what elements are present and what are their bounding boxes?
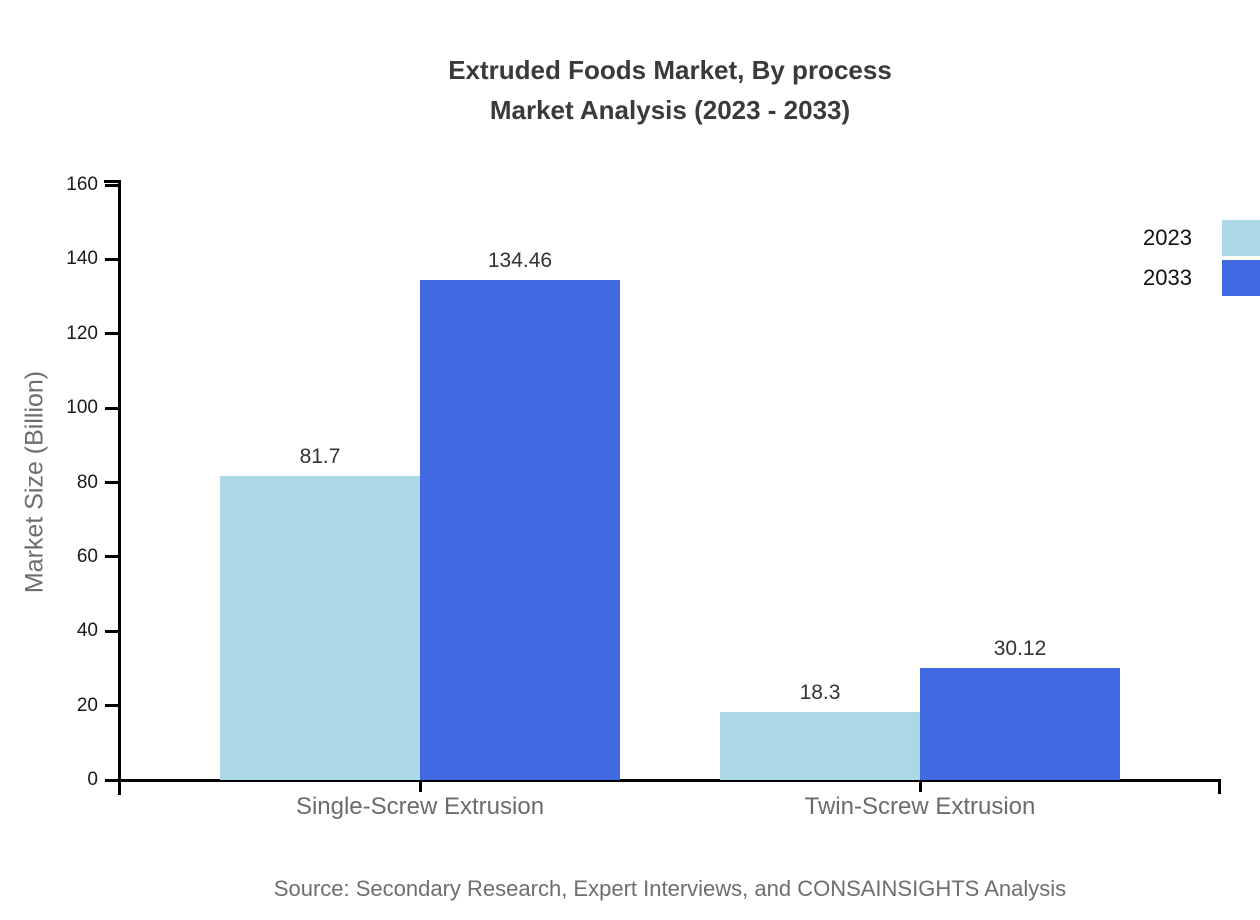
y-tick-mark <box>105 257 119 261</box>
bar-value-label: 30.12 <box>993 636 1047 660</box>
chart-title: Extruded Foods Market, By process Market… <box>120 50 1220 130</box>
y-tick-label: 160 <box>66 174 98 195</box>
x-axis-line <box>118 779 1221 782</box>
y-tick-label: 100 <box>66 397 98 419</box>
y-tick-mark <box>105 183 119 187</box>
legend-label: 2033 <box>1143 265 1192 290</box>
x-axis-end-cap <box>1218 779 1221 794</box>
bar-value-label: 81.7 <box>299 445 341 469</box>
x-category-label: Single-Screw Extrusion <box>295 793 545 820</box>
legend-item-2023: 2023 <box>1132 218 1260 258</box>
bar-value-label: 134.46 <box>487 248 553 272</box>
y-axis-line <box>118 180 121 795</box>
y-tick-label: 80 <box>76 471 98 493</box>
y-tick-label: 20 <box>76 694 98 716</box>
y-tick-mark <box>105 704 119 708</box>
y-tick-mark <box>105 332 119 336</box>
bar-2023-Single-Screw Extrusion <box>220 476 420 780</box>
y-tick-label: 140 <box>66 248 98 270</box>
y-tick-label: 0 <box>87 769 98 790</box>
y-tick-mark <box>105 629 119 633</box>
bar-2023-Twin-Screw Extrusion <box>720 711 920 780</box>
chart-title-line1: Extruded Foods Market, By process <box>448 55 892 85</box>
chart-title-line2: Market Analysis (2023 - 2033) <box>489 95 851 125</box>
legend-swatch-2023 <box>1222 220 1260 256</box>
legend-item-2033: 2033 <box>1132 258 1260 298</box>
bar-2033-Twin-Screw Extrusion <box>920 667 1120 780</box>
x-tick-mark <box>918 780 922 792</box>
legend: 2023 2033 <box>1132 218 1260 298</box>
legend-label: 2023 <box>1143 225 1192 250</box>
y-tick-label: 40 <box>76 620 98 642</box>
y-tick-mark <box>105 778 119 782</box>
source-note: Source: Secondary Research, Expert Inter… <box>273 876 1067 901</box>
y-tick-mark <box>105 481 119 484</box>
bar-value-label: 18.3 <box>799 680 841 704</box>
y-tick-label: 120 <box>66 322 98 344</box>
y-tick-label: 60 <box>76 545 98 567</box>
legend-swatch-2033 <box>1222 260 1260 296</box>
x-category-label: Twin-Screw Extrusion <box>804 793 1036 820</box>
y-tick-mark <box>105 555 119 559</box>
bar-2033-Single-Screw Extrusion <box>420 279 620 780</box>
y-axis-top-cap <box>104 180 121 183</box>
x-tick-mark <box>418 780 422 792</box>
y-tick-mark <box>105 406 119 410</box>
